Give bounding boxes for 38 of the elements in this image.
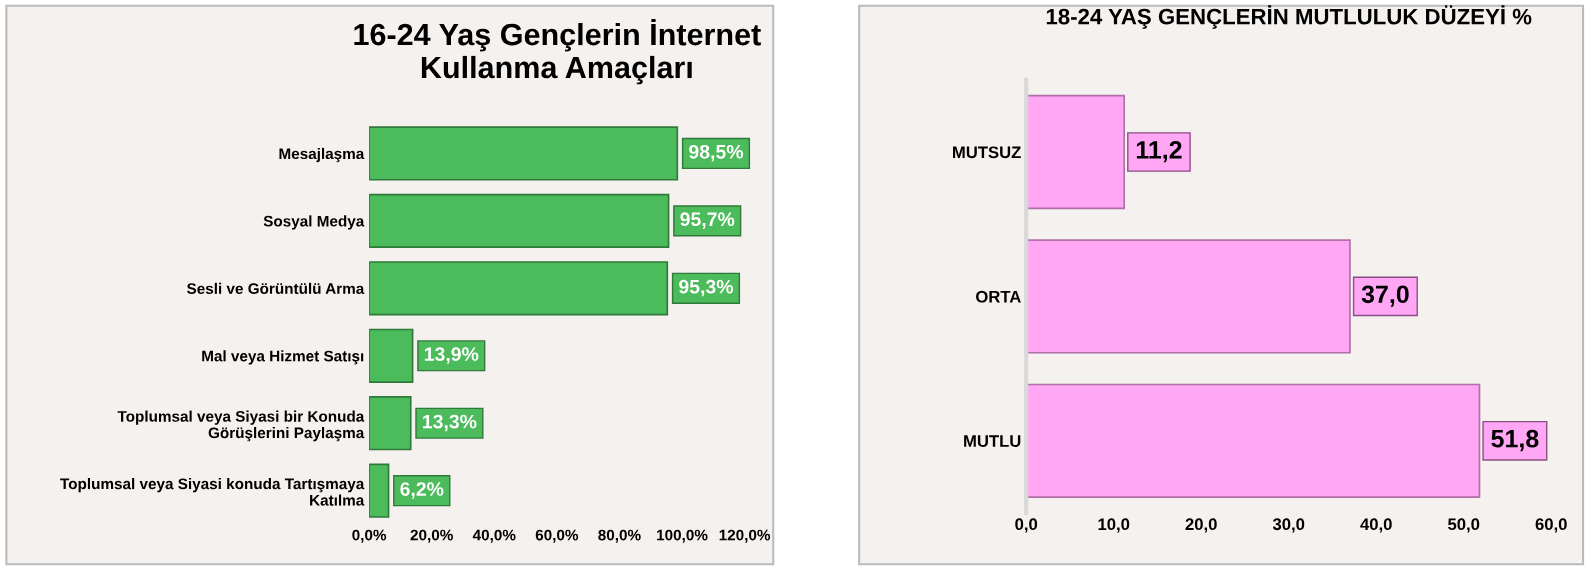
x-tick-label: 50,0 [1448, 518, 1480, 533]
data-label: 51,8 [1491, 429, 1539, 452]
x-tick-label: 0,0% [352, 529, 387, 543]
y-tick-label: Toplumsal veya Siyasi konuda Tartışmaya Katılma [60, 478, 365, 506]
y-tick-label: Toplumsal veya Siyasi bir Konuda Görüşlerini Paylaşma [117, 410, 365, 442]
x-tick-label: 100,0% [657, 529, 708, 543]
x-tick-label: 0,0 [1015, 518, 1038, 533]
y-tick-label: Sesli ve Görüntülü Arma [186, 282, 365, 295]
x-tick-label: 40,0 [1360, 518, 1392, 533]
x-tick-label: 20,0% [410, 529, 453, 543]
bar [369, 193, 670, 249]
x-tick-label: 120,0% [719, 529, 771, 543]
x-tick-label: 60,0% [535, 529, 579, 543]
bar [369, 328, 414, 383]
y-tick-label: Mal veya Hizmet Satışı [202, 350, 364, 365]
chart-title: 16-24 Yaş Gençlerin İnternet Kullanma Amaçları [354, 19, 761, 85]
x-tick-label: 20,0 [1185, 518, 1217, 533]
data-label: 95,7% [680, 212, 735, 229]
x-tick-label: 30,0 [1272, 518, 1305, 533]
x-tick-label: 10,0 [1098, 518, 1130, 533]
chart-title: 18-24 YAŞ GENÇLERİN MUTLULUK DÜZEYİ % [1046, 5, 1532, 29]
data-label: 13,9% [424, 347, 479, 364]
y-tick-label: Mesajlaşma [279, 147, 365, 163]
data-label: 37,0 [1361, 285, 1409, 307]
data-label: 13,3% [423, 414, 477, 432]
data-label: 11,2 [1136, 141, 1182, 163]
bar [369, 463, 390, 518]
y-tick-label: MUTLU [964, 435, 1021, 447]
bar [369, 396, 412, 451]
data-label: 98,5% [689, 144, 744, 162]
x-tick-label: 80,0% [598, 529, 641, 543]
y-tick-label: Sosyal Medya [263, 215, 365, 230]
x-tick-label: 40,0% [472, 529, 516, 543]
data-label: 95,3% [679, 279, 734, 297]
y-tick-label: MUTSUZ [953, 146, 1021, 159]
y-tick-label: ORTA [976, 290, 1021, 303]
x-tick-label: 60,0 [1535, 518, 1567, 533]
data-label: 6,2% [400, 482, 444, 499]
